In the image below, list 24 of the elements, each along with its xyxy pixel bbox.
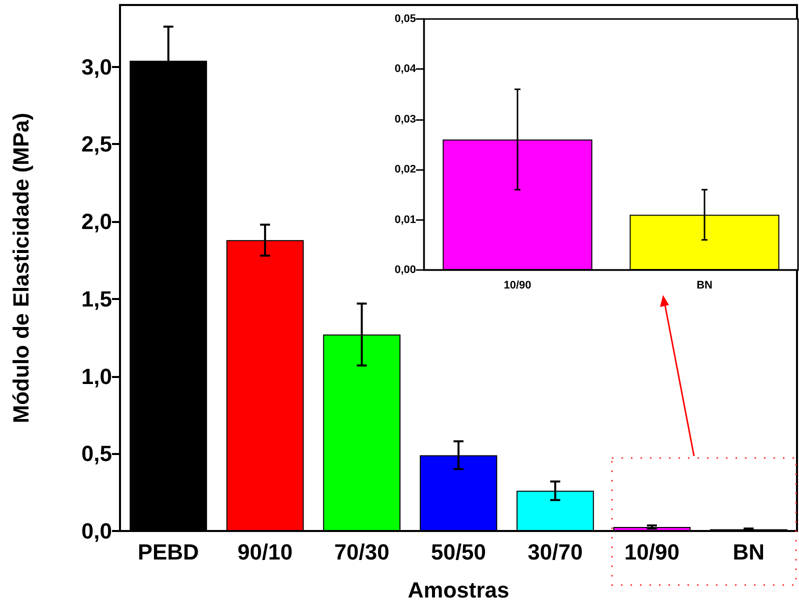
- y-axis-title: Módulo de Elasticidade (MPa): [8, 112, 34, 424]
- x-tick-label: 70/30: [334, 540, 390, 564]
- x-tick-label: BN: [732, 540, 765, 564]
- y-tick-label: 2,0: [81, 209, 112, 234]
- x-tick-label: 10/90: [624, 540, 680, 564]
- y-tick-label: 0,5: [81, 441, 112, 466]
- y-tick-label: 1,5: [81, 286, 112, 312]
- y-tick-label: 0,00: [394, 264, 416, 276]
- y-tick-label: 0,02: [394, 164, 416, 176]
- y-tick-label: 0,0: [81, 518, 112, 544]
- x-tick-label: 10/90: [504, 280, 532, 292]
- y-tick-label: 1,0: [81, 364, 112, 389]
- x-tick-label: 30/70: [528, 540, 583, 564]
- y-tick-label: 3,0: [81, 54, 112, 80]
- x-tick-label: PEBD: [138, 540, 199, 564]
- y-tick-label: 0,03: [394, 113, 416, 126]
- x-tick-label: 90/10: [238, 540, 293, 564]
- x-axis-title: Amostras: [408, 578, 510, 602]
- y-tick-label: 0,05: [394, 13, 416, 25]
- x-tick-label: 50/50: [430, 540, 486, 564]
- y-tick-label: 0,04: [394, 63, 417, 76]
- y-tick-label: 2,5: [81, 132, 112, 157]
- y-tick-label: 0,01: [394, 214, 416, 226]
- x-tick-label: BN: [696, 280, 712, 292]
